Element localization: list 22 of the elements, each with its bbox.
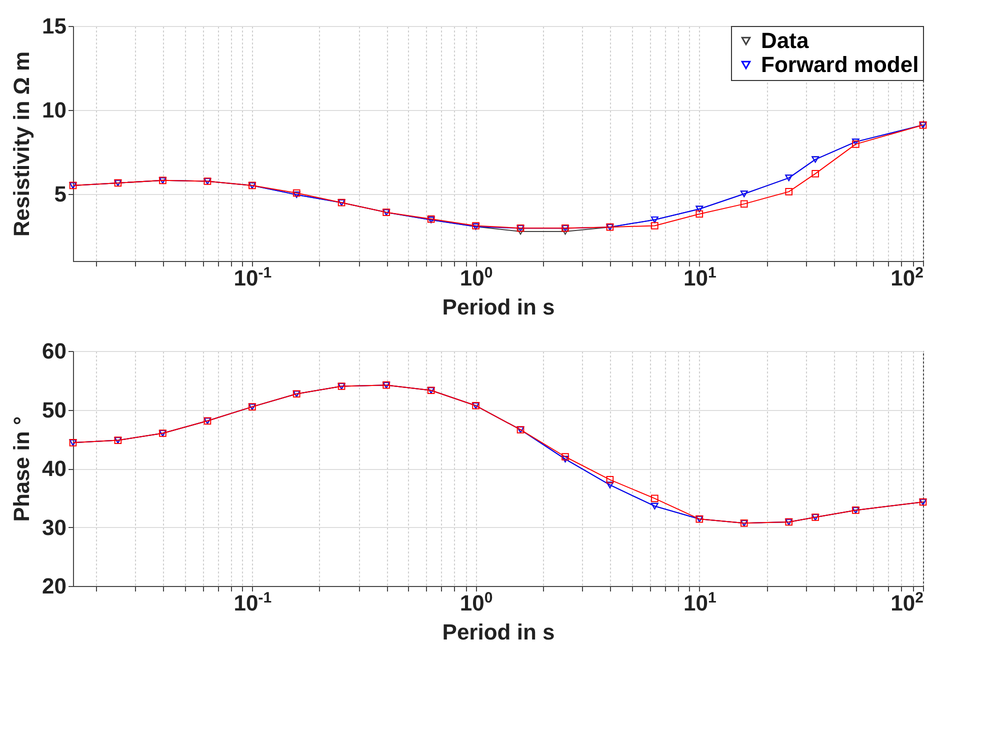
y-tick-label: 15 xyxy=(42,14,66,38)
x-tick-label: 10$^{2}$ xyxy=(890,264,924,290)
y-tick-label: 30 xyxy=(42,514,66,540)
x-tick-label: 10$^{0}$ xyxy=(460,589,493,616)
x-tick-label: 10$^{-1}$ xyxy=(234,589,272,616)
x-axis-title: Period in s xyxy=(442,294,555,320)
y-tick-label: 40 xyxy=(42,456,66,481)
y-tick-label: 60 xyxy=(42,338,66,364)
x-tick-label: 10$^{0}$ xyxy=(460,264,493,290)
legend-label: Data xyxy=(761,28,810,53)
y-tick-label: 10 xyxy=(42,97,66,122)
y-axis-title: Resistivity in Ω m xyxy=(9,51,34,237)
y-tick-label: 20 xyxy=(42,574,66,598)
y-axis-title: Phase in ° xyxy=(9,416,34,522)
x-tick-label: 10$^{2}$ xyxy=(890,589,924,616)
y-tick-label: 50 xyxy=(42,397,66,422)
legend-label: Forward model xyxy=(761,52,919,77)
x-tick-label: 10$^{1}$ xyxy=(683,264,716,290)
x-axis-title: Period in s xyxy=(442,620,555,644)
x-tick-label: 10$^{1}$ xyxy=(683,589,716,616)
x-tick-label: 10$^{-1}$ xyxy=(234,264,272,290)
y-tick-label: 5 xyxy=(54,181,66,206)
